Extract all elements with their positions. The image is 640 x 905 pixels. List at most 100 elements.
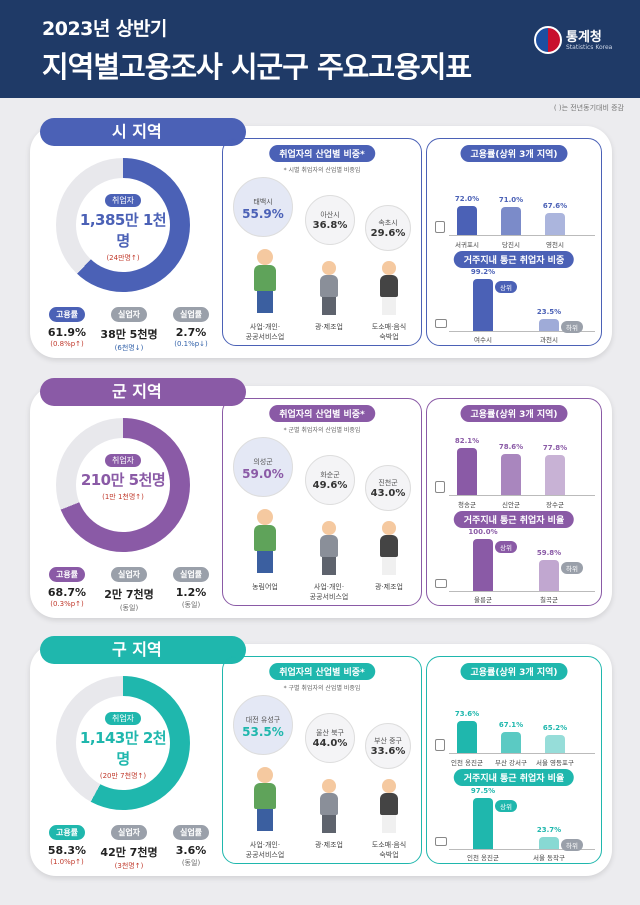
employed-value: 210만 5천명 [80,471,166,489]
employment-bar [545,455,565,495]
stat-value: 38만 5천명 [100,328,158,341]
employment-bar-category: 당진시 [502,241,520,249]
employment-bar-label: 71.0% [498,196,524,205]
industry-caption: 도소매·음식 숙박업 [371,323,407,341]
employed-label: 취업자 [104,194,142,207]
employment-bar [457,720,477,753]
commute-bar-label: 97.5% [470,787,496,796]
building-icon [435,221,445,233]
section-tab: 구 지역 [40,636,246,664]
employment-panel: 고용률(상위 3개 지역) 73.6% 인천 옹진군 67.1% 부산 강서구 65.2%… [426,656,602,864]
employment-bar-category: 신안군 [502,501,520,509]
bubble-value: 43.0% [370,488,406,499]
bubble-region: 부산 중구 [374,737,402,745]
stat-change: (동일) [181,601,201,609]
commute-rank-tag: 하위 [561,838,583,851]
stat-value: 61.9% [47,326,87,339]
stat-label: 고용률 [48,307,86,322]
industry-bubble: 화순군 49.6% [305,455,355,505]
building-icon [435,739,445,751]
employment-bar-label: 67.1% [498,721,524,730]
commute-bar [473,279,493,331]
worker-figure-icon [245,249,285,319]
employment-rate-title: 고용률(상위 3개 지역) [460,145,568,162]
worker-figure-icon [245,767,285,837]
bubble-region: 속초시 [378,219,398,227]
stat-change: (6천명↓) [114,344,144,352]
stat-value: 42만 7천명 [100,846,158,859]
employment-bar-label: 78.6% [498,443,524,452]
industry-bubble: 의성군 59.0% [233,437,293,497]
stat-label: 실업자 [110,307,148,322]
industry-caption: 사업·개인· 공공서비스업 [245,841,285,859]
commute-rank-tag: 상위 [495,541,517,553]
worker-figure-icon [369,521,409,591]
stat-label: 실업자 [110,567,148,582]
commute-bar-label: 100.0% [468,528,498,536]
employment-bar [501,732,521,753]
employed-change: (24만명↑) [106,254,140,262]
industry-title: 취업자의 산업별 비중* [269,405,375,422]
employment-bar-label: 77.8% [542,444,568,453]
employment-bar-category: 서귀포시 [455,241,479,249]
employment-bar-label: 82.1% [454,437,480,446]
stat-change: (0.1%p↓) [174,340,208,348]
employed-label: 취업자 [104,454,142,467]
employment-bar-category: 청송군 [458,501,476,509]
commute-bar [539,559,559,591]
industry-bubble: 진천군 43.0% [365,465,411,511]
industry-bubble: 아산시 36.8% [305,195,355,245]
header: 2023년 상반기 지역별고용조사 시군구 주요고용지표 통계청 Statist… [0,0,640,98]
employment-bar-label: 72.0% [454,194,480,203]
employed-donut: 취업자 1,143만 2천명 (20만 7천명↑) [56,676,190,810]
commute-bar [473,798,493,849]
bubble-value: 36.8% [312,220,348,231]
legend-note: ( )는 전년동기대비 증감 [553,104,624,112]
employed-value: 1,143만 2천명 [79,729,167,768]
employment-bar [545,735,565,753]
commute-axis [449,849,595,850]
employment-axis [449,495,595,496]
employment-rate-title: 고용률(상위 3개 지역) [460,405,568,422]
stat-item: 고용률 58.3% (1.0%p↑) [36,820,98,866]
industry-note: * 시별 취업자의 산업별 비중임 [283,167,361,174]
employment-bar [501,207,521,235]
industry-bubble: 대전 유성구 53.5% [233,695,293,755]
stat-change: (0.3%p↑) [50,600,84,608]
bubble-value: 29.6% [370,228,406,239]
industry-panel: 취업자의 산업별 비중* * 시별 취업자의 산업별 비중임 태백시 55.9% 아산시… [222,138,422,346]
employment-bar [457,448,477,495]
commute-rank-tag: 상위 [495,800,517,813]
employed-value: 1,385만 1천명 [79,211,167,250]
bubble-region: 진천군 [378,479,398,487]
industry-title: 취업자의 산업별 비중* [269,663,375,680]
industry-bubble: 태백시 55.9% [233,177,293,237]
stat-item: 실업자 38만 5천명 (6천명↓) [98,302,160,353]
employed-change: (1만 1천명↑) [102,493,144,501]
employment-bar-label: 67.6% [542,202,568,211]
commute-bar-category: 울릉군 [474,596,492,604]
stat-value: 58.3% [47,844,87,857]
bubble-region: 화순군 [320,471,340,479]
industry-panel: 취업자의 산업별 비중* * 구별 취업자의 산업별 비중임 대전 유성구 53.5%… [222,656,422,864]
industry-caption: 광·제조업 [375,583,403,591]
bubble-region: 아산시 [320,211,340,219]
employment-panel: 고용률(상위 3개 지역) 72.0% 서귀포시 71.0% 당진시 67.6% 영천시 거주… [426,138,602,346]
industry-caption: 도소매·음식 숙박업 [371,841,407,859]
bubble-value: 49.6% [312,480,348,491]
employment-bar-category: 장수군 [546,501,564,509]
stat-label: 고용률 [48,567,86,582]
bus-icon [435,837,447,846]
stat-label: 실업률 [172,825,210,840]
industry-note: * 군별 취업자의 산업별 비중임 [283,427,361,434]
section-tab: 군 지역 [40,378,246,406]
stat-item: 실업률 2.7% (0.1%p↓) [160,302,222,348]
worker-figure-icon [309,261,349,331]
worker-figure-icon [309,779,349,849]
industry-caption: 광·제조업 [315,841,343,849]
donut-center: 취업자 1,385만 1천명 (24만명↑) [76,178,170,272]
employment-bar-category: 인천 옹진군 [451,759,483,767]
bubble-value: 33.6% [370,746,406,757]
commute-bar [539,318,559,331]
commute-bar-label: 99.2% [470,268,496,277]
